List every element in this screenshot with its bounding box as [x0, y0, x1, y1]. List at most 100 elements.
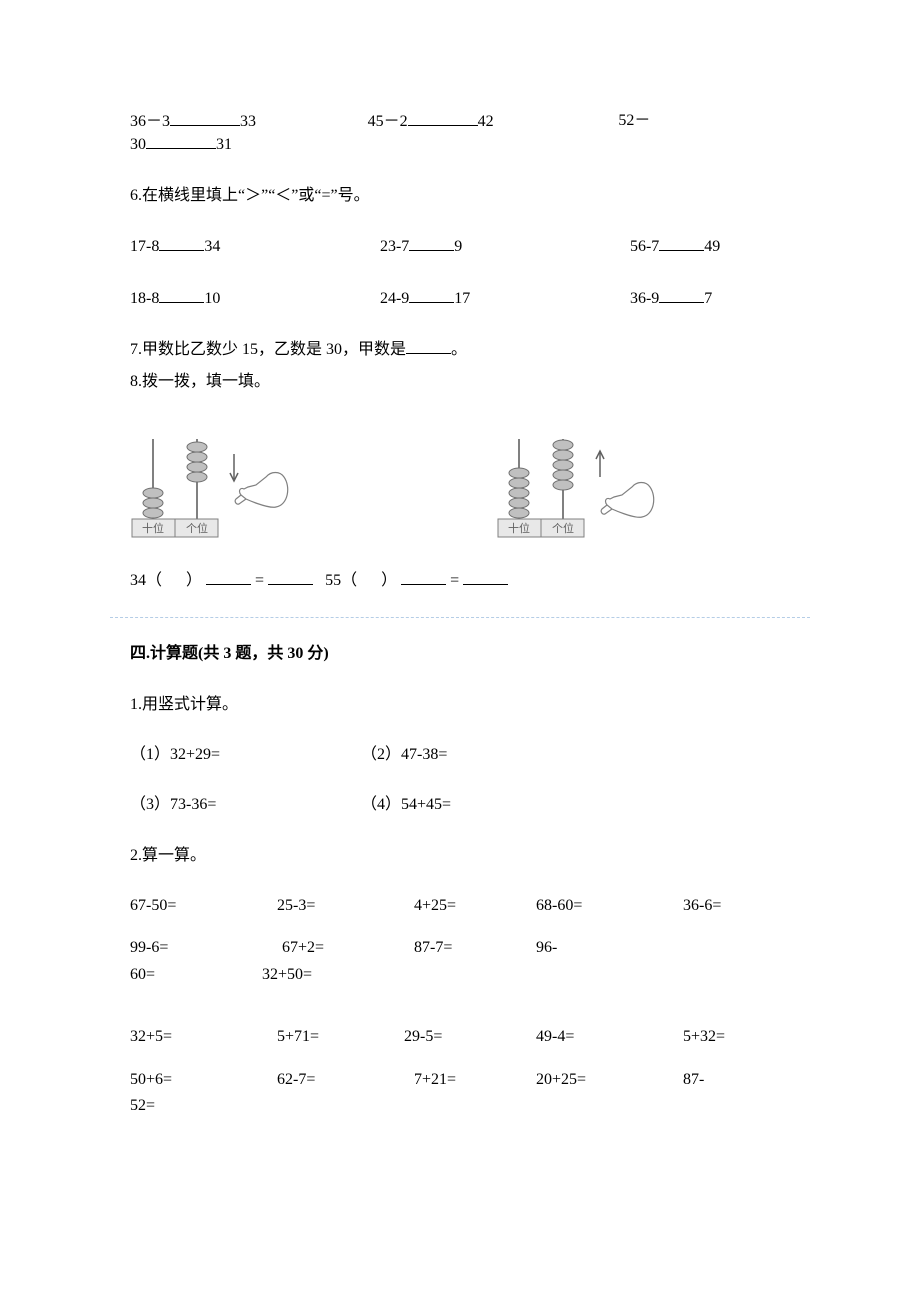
q6-r2-1: 18-810: [130, 287, 350, 310]
expr: 56-7: [630, 238, 659, 255]
text: =: [450, 572, 459, 589]
abacus-row: 十位 个位 十位: [130, 429, 790, 539]
q6-prompt: 6.在横线里填上“＞”“＜”或“=”号。: [130, 185, 790, 207]
text: ）: [186, 572, 202, 589]
blank[interactable]: [170, 110, 240, 126]
abacus-left-svg: 十位 个位: [130, 429, 220, 539]
blank[interactable]: [409, 287, 454, 303]
expr: 5+71=: [277, 1028, 319, 1045]
expr: 24-9: [380, 290, 409, 307]
q5-3-left-a: 52－: [618, 112, 650, 129]
expr: 7+21=: [414, 1071, 456, 1088]
blank[interactable]: [401, 569, 446, 585]
expr: 99-6=: [130, 939, 168, 956]
expr: 29-5=: [404, 1028, 442, 1045]
cell: 5+32=: [658, 1026, 790, 1048]
expr: 50+6=: [130, 1071, 172, 1088]
q6-r2-3: 36-9 7: [570, 287, 790, 310]
blank[interactable]: [146, 133, 216, 149]
q6-r1-3: 56-749: [570, 235, 790, 258]
expr: 36-9: [630, 290, 659, 307]
section4-title: 四.计算题(共 3 题，共 30 分): [130, 643, 790, 665]
blank[interactable]: [159, 287, 204, 303]
cell: 20+25=: [526, 1069, 658, 1091]
val: 34: [204, 238, 220, 255]
q7: 7.甲数比乙数少 15，乙数是 30，甲数是 。: [130, 338, 790, 361]
q5-3-right: 31: [216, 136, 232, 153]
blank[interactable]: [206, 569, 251, 585]
expr: 68-60=: [536, 897, 582, 914]
s4-p1-row1: （1）32+29= （2）47-38=: [130, 744, 790, 766]
blank[interactable]: [659, 235, 704, 251]
expr: 87-7=: [414, 939, 452, 956]
cell: 87-: [658, 1069, 790, 1091]
p2-row4b: 52=: [130, 1095, 790, 1137]
expr: 32+5=: [130, 1028, 172, 1045]
cell: 52=: [130, 1095, 262, 1117]
q5-2-right: 42: [478, 113, 494, 130]
expr: 67+2=: [282, 939, 324, 956]
q7-period: 。: [451, 341, 467, 358]
blank[interactable]: [159, 235, 204, 251]
expr: 52=: [130, 1097, 155, 1114]
cell: 62-7=: [262, 1069, 394, 1091]
hand-down-icon: [226, 449, 296, 539]
text: 34（: [130, 572, 162, 589]
blank[interactable]: [409, 235, 454, 251]
q5-item-2: 45－242: [368, 110, 619, 133]
val: 10: [204, 290, 220, 307]
val: 9: [454, 238, 462, 255]
expr: 49-4=: [536, 1028, 574, 1045]
s4-p1-row2: （3）73-36= （4）54+45=: [130, 794, 790, 816]
expr: 36-6=: [683, 897, 721, 914]
blank[interactable]: [268, 569, 313, 585]
cell: 68-60=: [526, 895, 658, 917]
p1-item-2: （2）47-38=: [361, 744, 691, 766]
cell: 29-5=: [394, 1026, 526, 1048]
q7-text: 7.甲数比乙数少 15，乙数是 30，甲数是: [130, 341, 406, 358]
q6-row1: 17-834 23-79 56-749: [130, 235, 790, 258]
text: ）: [381, 572, 397, 589]
expr: 25-3=: [277, 897, 315, 914]
expr: 87-: [683, 1071, 704, 1088]
s4-p2-prompt: 2.算一算。: [130, 845, 790, 867]
section-divider: [110, 617, 810, 618]
text: 55（: [325, 572, 357, 589]
cell: 49-4=: [526, 1026, 658, 1048]
p1-item-3: （3）73-36=: [130, 794, 361, 816]
cell: 7+21=: [394, 1069, 526, 1091]
cell: 5+71=: [262, 1026, 394, 1048]
cell: 67-50=: [130, 895, 262, 917]
blank[interactable]: [659, 287, 704, 303]
p1-item-4: （4）54+45=: [361, 794, 691, 816]
expr: 32+50=: [262, 966, 312, 983]
q8-prompt: 8.拨一拨，填一填。: [130, 371, 790, 393]
q5-item-1: 36－333: [130, 110, 368, 133]
q5-row: 36－333 45－242 52－: [130, 110, 790, 133]
expr: （1）32+29=: [130, 746, 220, 763]
hand-up-icon: [592, 449, 662, 539]
expr: （4）54+45=: [361, 796, 451, 813]
tens-label: 十位: [508, 521, 530, 535]
p2-row3: 32+5= 5+71= 29-5= 49-4= 5+32=: [130, 1026, 790, 1068]
ones-label: 个位: [552, 521, 574, 535]
cell: 4+25=: [394, 895, 526, 917]
cell: 50+6=: [130, 1069, 262, 1091]
abacus-left: 十位 个位: [130, 429, 296, 539]
val: 17: [454, 290, 470, 307]
blank[interactable]: [406, 338, 451, 354]
p2-row1: 67-50= 25-3= 4+25= 68-60= 36-6=: [130, 895, 790, 937]
blank[interactable]: [408, 110, 478, 126]
expr: （2）47-38=: [361, 746, 447, 763]
blank[interactable]: [463, 569, 508, 585]
abacus-right: 十位 个位: [496, 429, 662, 539]
cell: 32+50=: [262, 964, 394, 986]
ones-label: 个位: [186, 521, 208, 535]
expr: 67-50=: [130, 897, 176, 914]
expr: （3）73-36=: [130, 796, 216, 813]
q6-r1-2: 23-79: [350, 235, 570, 258]
val: 7: [704, 290, 712, 307]
cell: 96-: [526, 937, 658, 959]
cell: 87-7=: [394, 937, 526, 959]
q5-3-left-b: 30: [130, 136, 146, 153]
